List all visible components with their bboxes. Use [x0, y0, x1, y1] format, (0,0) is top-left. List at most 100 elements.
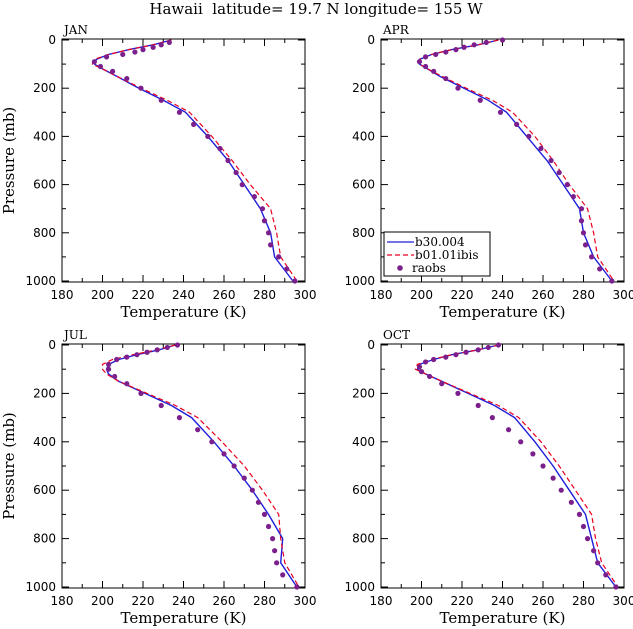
raobs-point	[134, 352, 140, 358]
x-tick-label: 240	[172, 288, 195, 302]
raobs-point	[138, 85, 144, 91]
y-tick-label: 0	[367, 338, 375, 352]
raobs-point	[191, 121, 197, 127]
x-tick-label: 260	[213, 594, 236, 608]
raobs-point	[164, 344, 170, 351]
raobs-point	[158, 97, 164, 103]
x-tick-label: 200	[91, 288, 114, 302]
raobs-point	[166, 39, 172, 46]
raobs-point	[595, 560, 601, 566]
raobs-point	[431, 68, 437, 74]
raobs-point	[589, 254, 595, 260]
panel-label: JUL	[62, 328, 87, 342]
series-line-b01.01ibis	[414, 344, 619, 588]
raobs-point	[255, 499, 262, 505]
raobs-point	[176, 415, 183, 421]
raobs-point	[580, 523, 587, 530]
raobs-point	[453, 352, 459, 358]
x-tick-label: 180	[51, 594, 74, 608]
raobs-point	[140, 47, 146, 53]
y-tick-label: 200	[352, 386, 375, 400]
raobs-point	[463, 349, 469, 355]
raobs-point	[294, 584, 300, 590]
series-line-b30.004	[93, 39, 294, 282]
plot-frame	[61, 343, 306, 589]
raobs-point	[453, 47, 459, 53]
x-tick-label: 240	[491, 288, 514, 302]
raobs-point	[97, 63, 104, 70]
y-tick-label: 400	[352, 129, 375, 143]
raobs-point	[174, 342, 181, 348]
panel-label: JAN	[62, 23, 88, 37]
x-tick-label: 300	[613, 594, 633, 608]
raobs-point	[477, 97, 483, 103]
x-tick-label: 220	[132, 288, 155, 302]
y-tick-label: 0	[48, 33, 56, 47]
x-axis-label: Temperature (K)	[121, 303, 247, 321]
y-tick-label: 800	[33, 532, 56, 546]
raobs-point	[105, 361, 112, 367]
legend-swatch-raobs	[397, 265, 403, 271]
x-tick-label: 220	[132, 594, 155, 608]
panel-jul: 180 200 220 240 260 280 300 0 200 400 600 800 1000 JU…	[0, 328, 316, 627]
y-tick-label: 0	[367, 33, 375, 47]
raobs-point	[548, 157, 554, 164]
raobs-point	[280, 572, 286, 578]
raobs-point	[613, 584, 619, 590]
x-axis-label: Temperature (K)	[440, 609, 566, 627]
raobs-point	[597, 266, 603, 272]
y-tick-label: 1000	[25, 580, 56, 594]
raobs-point	[427, 373, 433, 380]
raobs-point	[154, 347, 160, 353]
y-tick-label: 200	[33, 81, 56, 95]
raobs-point	[292, 278, 298, 284]
y-tick-label: 0	[48, 338, 56, 352]
raobs-point	[609, 278, 615, 284]
raobs-point	[497, 109, 504, 115]
raobs-point	[124, 75, 130, 82]
raobs-point	[158, 42, 164, 48]
x-axis-label: Temperature (K)	[440, 303, 566, 321]
raobs-point	[231, 463, 237, 469]
raobs-point	[265, 523, 272, 530]
raobs-point	[270, 536, 276, 542]
raobs-point	[272, 548, 278, 554]
raobs-point	[580, 230, 587, 236]
series-line-b01.01ibis	[91, 39, 298, 282]
raobs-point	[274, 560, 280, 566]
raobs-point	[584, 536, 591, 542]
raobs-point	[556, 169, 562, 176]
raobs-point	[195, 427, 201, 433]
raobs-point	[259, 206, 266, 212]
y-axis-label: Pressure (mb)	[0, 107, 18, 215]
raobs-point	[443, 354, 449, 360]
raobs-point	[225, 157, 231, 164]
y-tick-label: 200	[33, 386, 56, 400]
raobs-point	[261, 511, 268, 517]
raobs-point	[514, 121, 520, 127]
x-tick-label: 180	[370, 594, 393, 608]
raobs-point	[530, 451, 536, 457]
figure-title: Hawaii latitude= 19.7 N longitude= 155 W	[149, 0, 483, 18]
x-tick-label: 200	[410, 288, 433, 302]
y-tick-label: 600	[352, 483, 375, 497]
x-tick-label: 200	[91, 594, 114, 608]
raobs-point	[124, 381, 130, 387]
raobs-point	[538, 145, 544, 152]
raobs-point	[105, 366, 112, 372]
raobs-point	[564, 182, 570, 188]
y-axis-label: Pressure (mb)	[0, 412, 18, 520]
raobs-point	[416, 59, 423, 65]
raobs-point	[144, 349, 150, 355]
raobs-point	[431, 356, 437, 363]
raobs-point	[120, 51, 126, 58]
raobs-point	[443, 75, 449, 82]
raobs-point	[217, 145, 223, 152]
x-tick-label: 180	[370, 288, 393, 302]
raobs-point	[422, 63, 429, 70]
raobs-point	[418, 369, 425, 375]
y-tick-label: 600	[33, 483, 56, 497]
x-tick-label: 280	[253, 594, 276, 608]
raobs-point	[475, 402, 481, 409]
